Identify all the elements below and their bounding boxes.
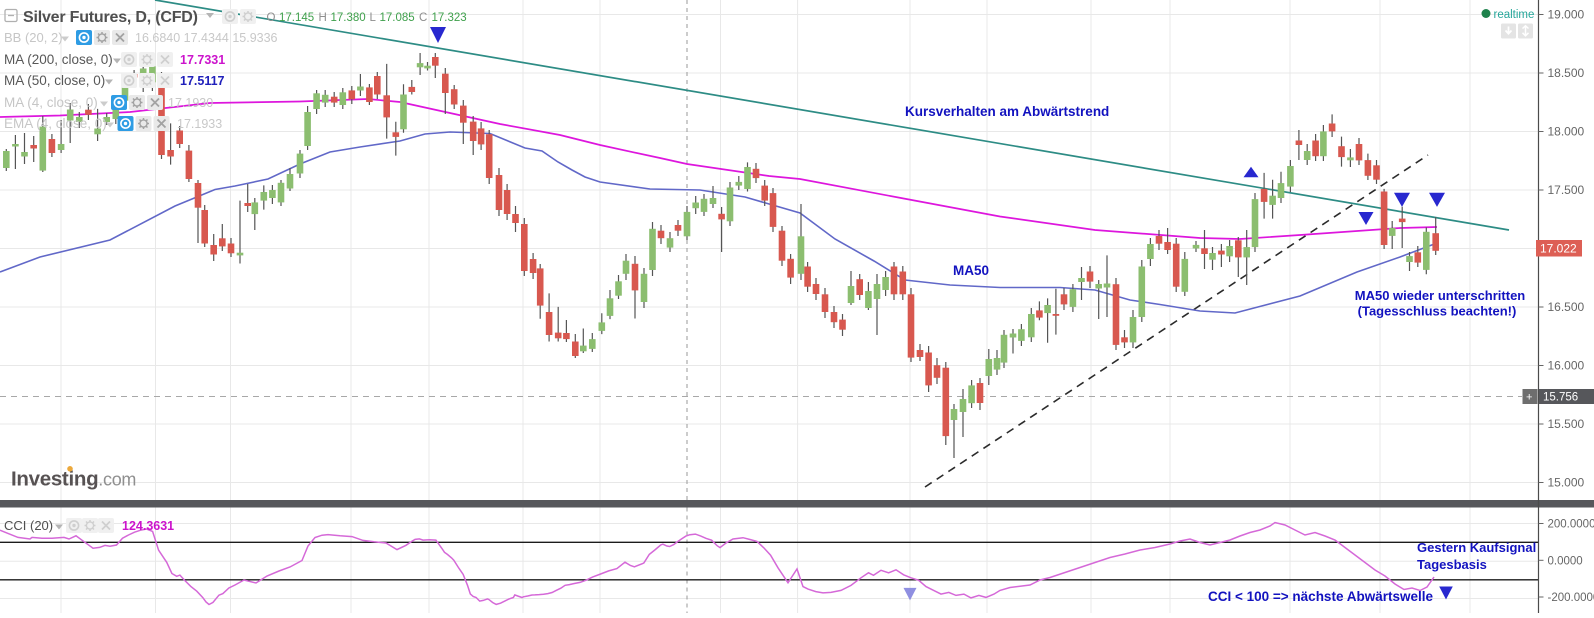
svg-text:O: O [267,12,276,24]
svg-text:realtime: realtime [1494,9,1535,21]
svg-text:MA50 wieder unterschritten: MA50 wieder unterschritten [1355,288,1526,303]
svg-text:C: C [419,12,427,24]
svg-text:MA50: MA50 [953,263,989,278]
svg-text:MA (4, close, 0): MA (4, close, 0) [4,95,98,110]
svg-text:18.500: 18.500 [1548,66,1585,80]
svg-text:19.000: 19.000 [1548,8,1585,22]
svg-text:18.000: 18.000 [1548,125,1585,139]
svg-text:17.7331: 17.7331 [180,53,225,67]
svg-text:-200.0000: -200.0000 [1548,592,1594,604]
svg-text:16.6840 17.4344 15.9336: 16.6840 17.4344 15.9336 [135,31,278,45]
svg-text:EMA (4, close, 0): EMA (4, close, 0) [4,116,107,131]
svg-text:17.085: 17.085 [380,12,415,24]
svg-text:0.0000: 0.0000 [1548,555,1583,567]
svg-text:MA (50, close, 0): MA (50, close, 0) [4,73,105,88]
svg-text:16.500: 16.500 [1548,300,1585,314]
svg-text:CCI < 100 => nächste Abwärtswe: CCI < 100 => nächste Abwärtswelle [1208,589,1433,604]
svg-text:MA (200, close, 0): MA (200, close, 0) [4,52,113,67]
svg-text:17.380: 17.380 [331,12,366,24]
svg-text:Investing.com: Investing.com [11,468,136,491]
svg-text:17.323: 17.323 [432,12,467,24]
svg-text:CCI (20): CCI (20) [4,518,53,533]
svg-text:16.000: 16.000 [1548,359,1585,373]
svg-text:17.145: 17.145 [279,12,314,24]
svg-text:17.1930: 17.1930 [168,96,213,110]
svg-text:17.1933: 17.1933 [177,117,222,131]
svg-text:17.5117: 17.5117 [180,74,225,88]
svg-text:Gestern Kaufsignal: Gestern Kaufsignal [1417,540,1536,555]
svg-text:Silver Futures, D, (CFD): Silver Futures, D, (CFD) [23,9,198,26]
svg-text:124.3631: 124.3631 [122,519,174,533]
svg-text:15.000: 15.000 [1548,476,1585,490]
svg-text:17.500: 17.500 [1548,183,1585,197]
svg-text:H: H [319,12,327,24]
svg-text:15.500: 15.500 [1548,417,1585,431]
svg-text:Kursverhalten am Abwärtstrend: Kursverhalten am Abwärtstrend [905,104,1109,119]
svg-text:L: L [370,12,377,24]
svg-text:+: + [1526,392,1532,404]
svg-text:BB (20, 2): BB (20, 2) [4,30,63,45]
svg-text:15.756: 15.756 [1543,392,1578,404]
svg-text:(Tagesschluss beachten!): (Tagesschluss beachten!) [1358,304,1517,319]
svg-text:17.022: 17.022 [1540,242,1577,256]
svg-text:Tagesbasis: Tagesbasis [1417,557,1487,572]
svg-text:200.0000: 200.0000 [1548,519,1594,531]
